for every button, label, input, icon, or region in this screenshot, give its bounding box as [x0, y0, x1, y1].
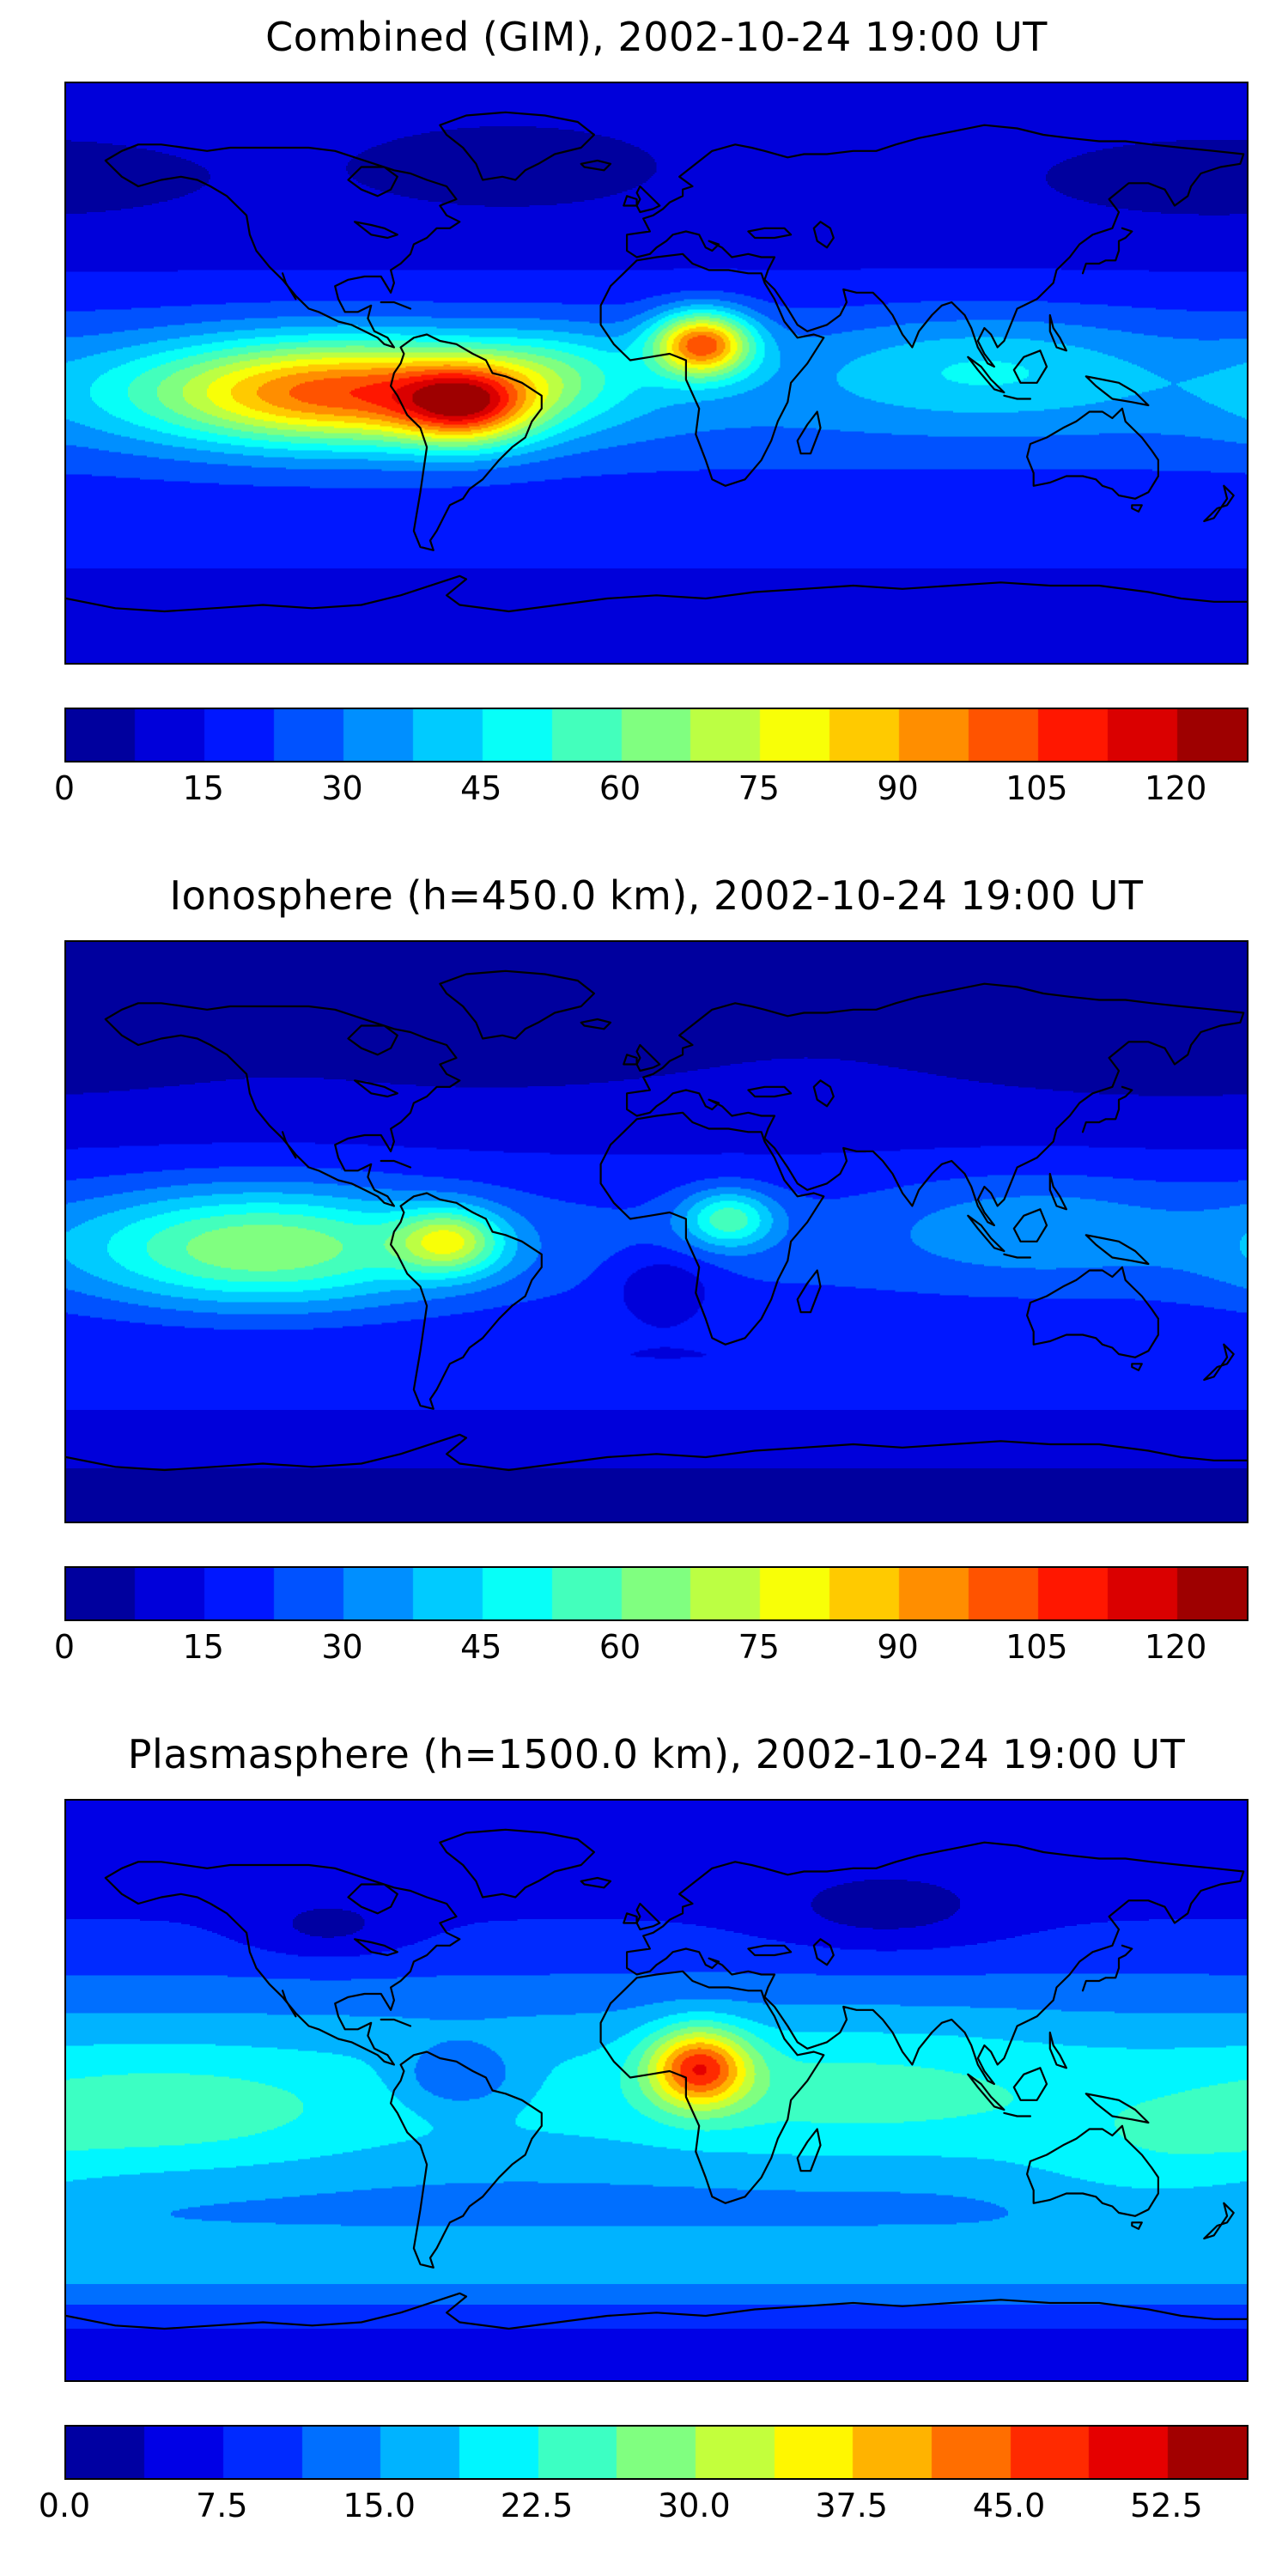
- panel-ionosphere: Ionosphere (h=450.0 km), 2002-10-24 19:0…: [0, 859, 1288, 1717]
- panel-plasmasphere: Plasmasphere (h=1500.0 km), 2002-10-24 1…: [0, 1717, 1288, 2576]
- colorbar-tick-label: 30: [321, 1628, 363, 1666]
- map-combined: [64, 82, 1249, 665]
- tec-field-image: [66, 83, 1247, 663]
- colorbar-tick-label: 15: [182, 1628, 224, 1666]
- colorbar-tick-label: 22.5: [500, 2487, 574, 2524]
- map-ionosphere: [64, 940, 1249, 1523]
- coastlines-overlay: [66, 969, 1247, 1472]
- colorbar-tick-label: 90: [877, 1628, 919, 1666]
- colorbar-gradient: [66, 2427, 1247, 2478]
- colorbar-tick-label: 60: [598, 1628, 641, 1666]
- colorbar-tick-labels-plasmasphere: 0.0 7.5 15.0 22.5 30.0 37.5 45.0 52.5: [39, 2487, 1245, 2531]
- colorbar-tick-label: 120: [1144, 1628, 1207, 1666]
- colorbar-tick-label: 30.0: [658, 2487, 731, 2524]
- coastline-path: [66, 1828, 1247, 2330]
- coastline-path: [66, 969, 1247, 1472]
- colorbar-tick-label: 105: [1005, 1628, 1068, 1666]
- coastlines-overlay: [66, 111, 1247, 613]
- colorbar-tick-label: 30: [321, 769, 363, 807]
- colorbar-tick-label: 120: [1144, 769, 1207, 807]
- colorbar-ionosphere: [64, 1566, 1249, 1621]
- colorbar-gradient: [66, 709, 1247, 761]
- colorbar-tick-label: 15: [182, 769, 224, 807]
- tec-field-image: [66, 942, 1247, 1522]
- panel-combined-gim: Combined (GIM), 2002-10-24 19:00 UT 0 15 3…: [0, 0, 1288, 859]
- colorbar-plasmasphere: [64, 2425, 1249, 2480]
- coastlines-overlay: [66, 1828, 1247, 2330]
- chart-title-plasmasphere: Plasmasphere (h=1500.0 km), 2002-10-24 1…: [127, 1731, 1186, 1777]
- colorbar-tick-label: 75: [738, 1628, 780, 1666]
- colorbar-tick-label: 90: [877, 769, 919, 807]
- colorbar-tick-label: 75: [738, 769, 780, 807]
- colorbar-tick-label: 52.5: [1130, 2487, 1203, 2524]
- colorbar-tick-label: 15.0: [343, 2487, 416, 2524]
- colorbar-tick-label: 45: [460, 769, 502, 807]
- colorbar-tick-label: 0: [53, 1628, 76, 1666]
- chart-title-ionosphere: Ionosphere (h=450.0 km), 2002-10-24 19:0…: [169, 872, 1144, 919]
- colorbar-combined: [64, 708, 1249, 762]
- colorbar-tick-labels-ionosphere: 0 15 30 45 60 75 90 105 120: [54, 1628, 1245, 1673]
- colorbar-tick-label: 45: [460, 1628, 502, 1666]
- colorbar-tick-label: 45.0: [972, 2487, 1046, 2524]
- colorbar-tick-label: 0: [53, 769, 76, 807]
- colorbar-tick-label: 7.5: [196, 2487, 248, 2524]
- colorbar-tick-label: 60: [598, 769, 641, 807]
- tec-field-image: [66, 1801, 1247, 2380]
- coastline-path: [66, 111, 1247, 613]
- colorbar-gradient: [66, 1568, 1247, 1619]
- colorbar-tick-label: 105: [1005, 769, 1068, 807]
- chart-title-combined: Combined (GIM), 2002-10-24 19:00 UT: [265, 14, 1048, 60]
- colorbar-tick-label: 0.0: [38, 2487, 91, 2524]
- map-plasmasphere: [64, 1799, 1249, 2382]
- colorbar-tick-labels-combined: 0 15 30 45 60 75 90 105 120: [54, 769, 1245, 814]
- colorbar-tick-label: 37.5: [815, 2487, 888, 2524]
